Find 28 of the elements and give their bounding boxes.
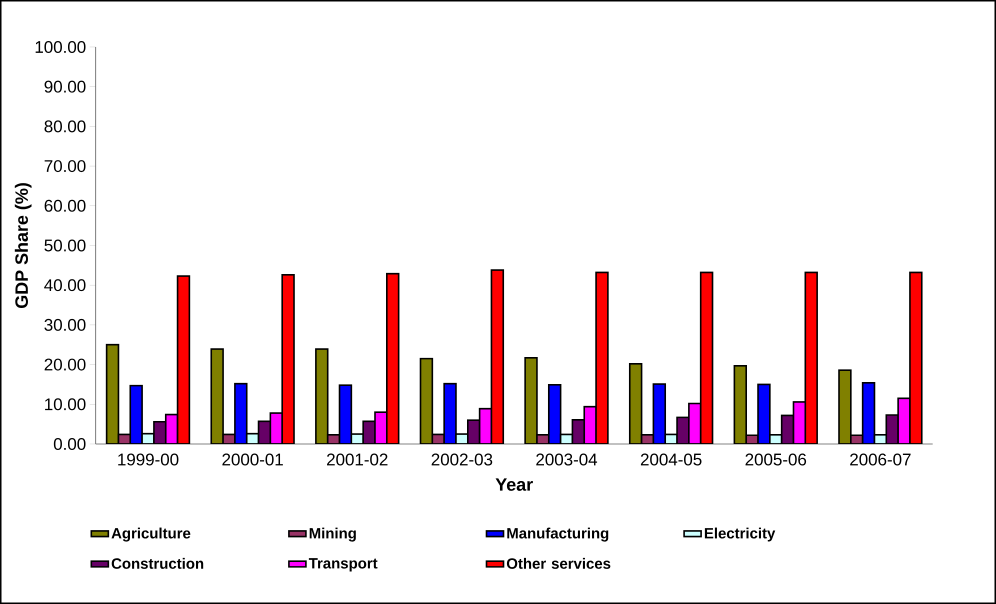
y-tick-label: 30.00 xyxy=(44,318,86,331)
x-tick-label: 2004-05 xyxy=(640,454,702,466)
y-tick-label: 60.00 xyxy=(44,200,86,212)
legend-label: Agriculture xyxy=(111,528,190,542)
y-tick-label: 90.00 xyxy=(44,80,86,93)
y-tick-label: 10.00 xyxy=(45,398,86,410)
x-axis-title: Year xyxy=(496,478,533,491)
y-axis-title: GDP Share (%) xyxy=(14,183,32,308)
legend-label: Manufacturing xyxy=(507,528,608,542)
y-tick-label: 0.00 xyxy=(54,438,86,450)
x-tick-label: 2006-07 xyxy=(850,454,911,466)
y-tick-label: 20.00 xyxy=(44,358,86,371)
legend-label: Construction xyxy=(112,558,204,569)
x-tick-label: 2005-06 xyxy=(746,454,806,466)
y-tick-label: 80.00 xyxy=(44,120,86,132)
legend-label: Transport xyxy=(308,558,378,572)
legend-label: Other services xyxy=(506,558,610,569)
y-tick-label: 70.00 xyxy=(44,160,86,172)
x-tick-label: 2003-04 xyxy=(536,454,598,466)
y-tick-label: 40.00 xyxy=(44,279,86,292)
y-tick-label: 100.00 xyxy=(36,40,86,53)
x-tick-label: 2002-03 xyxy=(432,454,492,466)
legend-label: Mining xyxy=(310,528,356,542)
x-tick-label: 1999-00 xyxy=(118,454,178,466)
x-tick-label: 2000-01 xyxy=(222,454,283,466)
legend-label: Electricity xyxy=(704,528,776,542)
x-tick-label: 2001-02 xyxy=(327,454,388,466)
y-tick-label: 50.00 xyxy=(44,239,86,252)
